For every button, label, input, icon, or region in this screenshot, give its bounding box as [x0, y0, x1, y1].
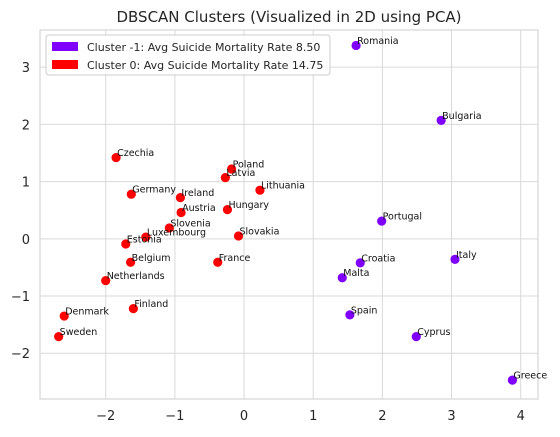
point-label: Croatia	[361, 253, 395, 264]
point-label: Lithuania	[261, 181, 305, 192]
y-tick-label: 2	[22, 118, 30, 133]
y-tick-label: 3	[22, 61, 30, 76]
point-label: Austria	[182, 203, 216, 214]
point-label: Ireland	[181, 188, 214, 199]
legend: Cluster -1: Avg Suicide Mortality Rate 8…	[46, 35, 330, 75]
point-label: Czechia	[117, 148, 154, 159]
point-label: Finland	[134, 299, 168, 310]
point-label: Belgium	[132, 253, 171, 264]
point-label: Latvia	[226, 168, 255, 179]
legend-label-cluster-minus1: Cluster -1: Avg Suicide Mortality Rate 8…	[87, 41, 320, 54]
point-label: Sweden	[60, 327, 98, 338]
legend-swatch-cluster-0	[52, 60, 78, 69]
y-tick-label: 0	[22, 233, 30, 248]
legend-swatch-cluster-minus1	[52, 42, 78, 51]
chart-title: DBSCAN Clusters (Visualized in 2D using …	[116, 8, 461, 26]
y-tick-label: −2	[11, 347, 30, 362]
point-label: Estonia	[127, 234, 162, 245]
point-label: Bulgaria	[442, 111, 481, 122]
x-tick-label: 4	[517, 409, 525, 424]
point-label: France	[219, 253, 251, 264]
y-tick-label: −1	[11, 290, 30, 305]
legend-label-cluster-0: Cluster 0: Avg Suicide Mortality Rate 14…	[87, 59, 323, 72]
point-label: Romania	[357, 36, 399, 47]
x-axis-ticks: −2 −1 0 1 2 3 4	[96, 409, 525, 424]
point-label: Slovakia	[240, 226, 280, 237]
point-label: Netherlands	[107, 271, 165, 282]
x-tick-label: −2	[96, 409, 115, 424]
x-tick-label: 0	[240, 409, 248, 424]
x-tick-label: −1	[165, 409, 184, 424]
point-label: Hungary	[228, 200, 269, 211]
point-label: Greece	[513, 371, 547, 382]
x-tick-label: 1	[309, 409, 317, 424]
plot-area	[40, 30, 538, 399]
y-tick-label: 1	[22, 176, 30, 191]
point-label: Cyprus	[417, 327, 450, 338]
y-axis-ticks: −2 −1 0 1 2 3	[11, 61, 30, 362]
point-label: Germany	[132, 185, 176, 196]
point-label: Denmark	[65, 307, 109, 318]
point-label: Malta	[343, 268, 369, 279]
point-label: Italy	[456, 250, 477, 261]
x-tick-label: 3	[447, 409, 455, 424]
point-label: Portugal	[383, 212, 422, 223]
x-tick-label: 2	[378, 409, 386, 424]
point-label: Spain	[351, 305, 378, 316]
